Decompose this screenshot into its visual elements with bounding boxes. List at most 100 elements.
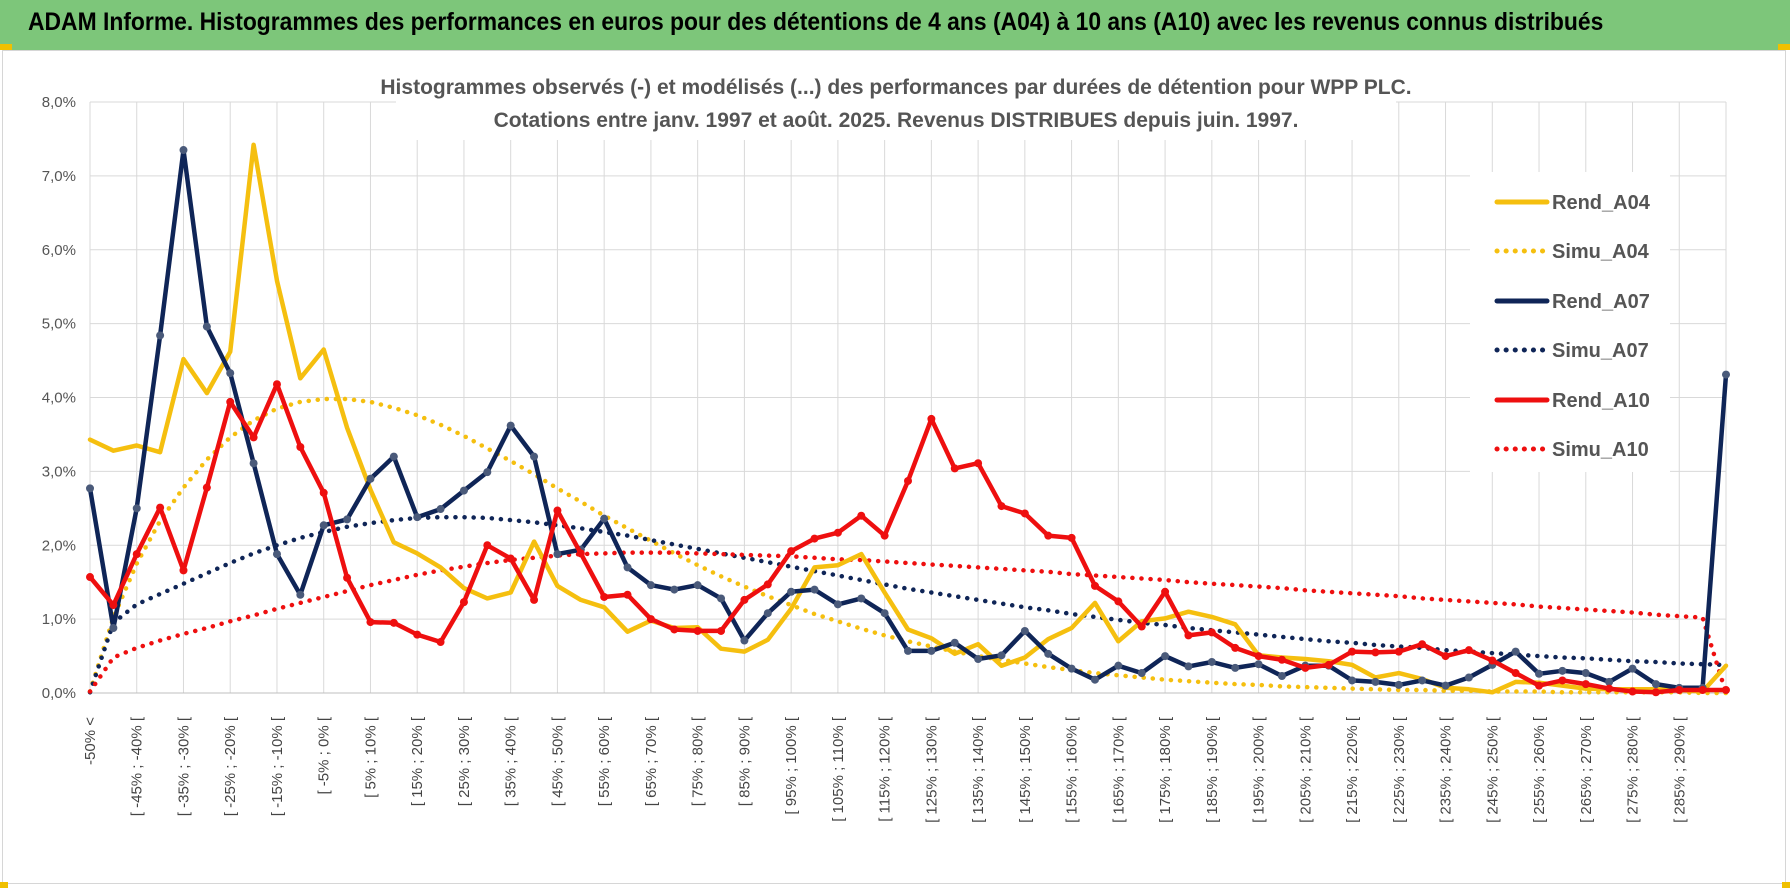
data-point-rend-a07 bbox=[156, 331, 165, 340]
data-point-rend-a07 bbox=[1605, 677, 1614, 686]
x-tick-label: -50% < bbox=[82, 717, 99, 765]
x-tick-label: [ -35% ; -30% [ bbox=[175, 716, 192, 816]
x-tick-label: [ 115% ; 120% [ bbox=[877, 716, 894, 822]
data-point-rend-a10 bbox=[1605, 684, 1614, 693]
frame-corner-bottom-left bbox=[0, 882, 8, 888]
data-point-rend-a07 bbox=[810, 585, 819, 594]
x-tick-label: [ 65% ; 70% [ bbox=[643, 716, 660, 806]
data-point-rend-a10 bbox=[1535, 681, 1544, 690]
x-tick-label: [ 275% ; 280% [ bbox=[1625, 716, 1642, 823]
series-line-rend-a04 bbox=[87, 142, 1729, 695]
data-point-rend-a07 bbox=[880, 609, 889, 618]
data-point-rend-a07 bbox=[1394, 680, 1403, 689]
data-point-rend-a10 bbox=[1558, 676, 1567, 685]
data-point-rend-a07 bbox=[1511, 647, 1520, 656]
x-tick-label: [ 175% ; 180% [ bbox=[1157, 716, 1174, 823]
legend-label-rend-a10: Rend_A10 bbox=[1552, 390, 1650, 412]
data-point-rend-a07 bbox=[1184, 662, 1193, 671]
data-point-rend-a10 bbox=[272, 380, 281, 389]
data-point-rend-a10 bbox=[1324, 660, 1333, 669]
axis-ticks: 0,0% 1,0% 2,0% 3,0% 4,0% 5,0% 6,0% 7,0% 8,0% -50%… bbox=[42, 94, 1688, 823]
data-point-rend-a10 bbox=[179, 566, 188, 575]
series-line-simu-a10 bbox=[87, 550, 1729, 696]
data-point-rend-a10 bbox=[132, 550, 141, 559]
y-tick-label: 0,0% bbox=[42, 685, 76, 702]
data-point-rend-a10 bbox=[693, 626, 702, 635]
data-point-rend-a07 bbox=[366, 474, 375, 483]
data-point-rend-a07 bbox=[1558, 666, 1567, 675]
data-point-rend-a10 bbox=[1581, 680, 1590, 689]
data-point-rend-a10 bbox=[1137, 622, 1146, 631]
x-tick-label: [ 285% ; 290% [ bbox=[1671, 716, 1688, 823]
data-point-rend-a10 bbox=[670, 625, 679, 634]
data-point-rend-a10 bbox=[530, 595, 539, 604]
banner-title: ADAM Informe. Histogrammes des performan… bbox=[28, 8, 1604, 36]
data-point-rend-a07 bbox=[740, 636, 749, 645]
x-tick-label: [ 255% ; 260% [ bbox=[1531, 716, 1548, 823]
x-tick-label: [ 35% ; 40% [ bbox=[503, 716, 520, 806]
data-point-rend-a10 bbox=[1184, 631, 1193, 640]
data-point-rend-a07 bbox=[623, 563, 632, 572]
x-tick-label: [ 155% ; 160% [ bbox=[1064, 716, 1081, 823]
data-point-rend-a07 bbox=[1161, 652, 1170, 661]
data-point-rend-a07 bbox=[833, 600, 842, 609]
y-tick-label: 4,0% bbox=[42, 390, 76, 407]
data-point-rend-a07 bbox=[249, 459, 258, 468]
x-tick-label: [ 15% ; 20% [ bbox=[409, 716, 426, 806]
legend-background bbox=[1470, 172, 1670, 472]
data-point-rend-a10 bbox=[1231, 643, 1240, 652]
data-point-rend-a10 bbox=[787, 547, 796, 556]
y-tick-label: 6,0% bbox=[42, 242, 76, 259]
data-point-rend-a07 bbox=[600, 514, 609, 523]
data-point-rend-a10 bbox=[950, 464, 959, 473]
data-point-rend-a10 bbox=[249, 433, 258, 442]
title-banner: ADAM Informe. Histogrammes des performan… bbox=[0, 0, 1790, 50]
legend-label-rend-a04: Rend_A04 bbox=[1552, 192, 1651, 214]
data-point-rend-a10 bbox=[1651, 688, 1660, 697]
data-point-rend-a10 bbox=[1114, 597, 1123, 606]
data-point-rend-a07 bbox=[86, 484, 94, 493]
x-tick-label: [ 145% ; 150% [ bbox=[1017, 716, 1034, 823]
data-point-rend-a10 bbox=[436, 638, 445, 647]
data-point-rend-a07 bbox=[413, 513, 422, 522]
data-point-rend-a07 bbox=[1441, 681, 1450, 690]
y-tick-label: 7,0% bbox=[42, 168, 76, 185]
chart-title-background bbox=[396, 66, 1396, 140]
data-point-rend-a07 bbox=[950, 638, 959, 647]
y-tick-label: 2,0% bbox=[42, 537, 76, 554]
data-point-rend-a10 bbox=[880, 531, 889, 540]
data-point-rend-a10 bbox=[1464, 646, 1473, 655]
data-point-rend-a10 bbox=[623, 590, 632, 599]
data-point-rend-a10 bbox=[1628, 687, 1637, 696]
x-tick-label: [ 75% ; 80% [ bbox=[690, 716, 707, 806]
data-point-rend-a10 bbox=[1418, 640, 1427, 649]
data-point-rend-a07 bbox=[1581, 669, 1590, 678]
y-tick-label: 8,0% bbox=[42, 94, 76, 111]
x-tick-label: [ -45% ; -40% [ bbox=[129, 716, 146, 816]
data-point-rend-a10 bbox=[576, 549, 585, 558]
data-point-rend-a10 bbox=[553, 506, 562, 515]
series-line-simu-a04 bbox=[87, 396, 1729, 696]
data-point-rend-a10 bbox=[1301, 663, 1310, 672]
data-point-rend-a07 bbox=[1628, 664, 1637, 673]
data-point-rend-a07 bbox=[459, 486, 468, 495]
chart-series bbox=[86, 142, 1730, 697]
data-point-rend-a10 bbox=[1675, 686, 1684, 695]
data-point-rend-a10 bbox=[296, 442, 305, 451]
data-point-rend-a07 bbox=[1090, 675, 1099, 684]
x-tick-label: [ 85% ; 90% [ bbox=[736, 716, 753, 806]
x-tick-label: [ 95% ; 100% [ bbox=[783, 716, 800, 814]
legend-label-simu-a10: Simu_A10 bbox=[1552, 439, 1649, 461]
data-point-rend-a10 bbox=[459, 598, 468, 607]
data-point-rend-a07 bbox=[553, 550, 562, 559]
data-point-rend-a10 bbox=[810, 534, 819, 543]
data-point-rend-a10 bbox=[389, 618, 398, 627]
data-point-rend-a07 bbox=[974, 655, 983, 664]
data-point-rend-a07 bbox=[296, 590, 305, 599]
data-point-rend-a07 bbox=[506, 421, 515, 430]
data-point-rend-a10 bbox=[997, 502, 1006, 511]
data-point-rend-a07 bbox=[1020, 626, 1029, 635]
data-point-rend-a10 bbox=[156, 503, 165, 512]
data-point-rend-a07 bbox=[109, 623, 118, 632]
data-point-rend-a07 bbox=[787, 587, 796, 596]
